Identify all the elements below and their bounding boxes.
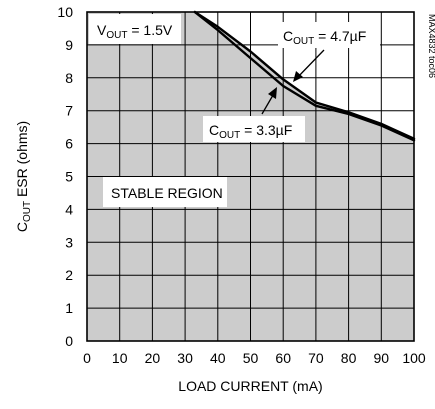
x-tick-label-2: 20 [145, 350, 161, 366]
y-axis-title-rest: ESR (ohms) [14, 121, 30, 201]
x-tick-label-9: 90 [374, 350, 390, 366]
y-tick-label-6: 6 [65, 136, 73, 152]
series-label-1-main: C [209, 122, 219, 138]
x-tick-label-6: 60 [275, 350, 291, 366]
y-tick-label-5: 5 [65, 169, 73, 185]
condition-label-rest: = 1.5V [127, 22, 172, 38]
y-tick-label-9: 9 [65, 37, 73, 53]
series-label-1-sub: OUT [219, 130, 240, 141]
x-tick-label-8: 80 [341, 350, 357, 366]
axis-titles: LOAD CURRENT (mA)COUT ESR (ohms) [14, 121, 323, 394]
series-layer [193, 10, 416, 142]
region-label: STABLE REGION [111, 185, 223, 201]
x-tick-label-3: 30 [177, 350, 193, 366]
x-axis-title: LOAD CURRENT (mA) [178, 378, 322, 394]
watermark: MAX4832 toc06 [427, 14, 435, 78]
x-tick-label-7: 70 [308, 350, 324, 366]
series-label-0-rest: = 4.7µF [314, 28, 366, 44]
y-tick-label-8: 8 [65, 70, 73, 86]
series-label-0-main: C [283, 28, 293, 44]
y-tick-label-3: 3 [65, 234, 73, 250]
condition-label: VOUT = 1.5V [97, 22, 173, 41]
condition-label-main: V [97, 22, 107, 38]
x-tick-label-5: 50 [243, 350, 259, 366]
y-tick-label-2: 2 [65, 267, 73, 283]
series-line-1 [193, 10, 416, 142]
series-arrowhead-0 [293, 71, 303, 82]
x-tick-label-1: 10 [112, 350, 128, 366]
x-tick-label-4: 40 [210, 350, 226, 366]
y-tick-label-0: 0 [65, 333, 73, 349]
series-label-1-rest: = 3.3µF [240, 122, 292, 138]
frame-layer [86, 11, 415, 342]
y-axis-title-group: COUT ESR (ohms) [14, 121, 33, 232]
series-label-1: COUT = 3.3µF [209, 122, 292, 141]
x-tick-label-10: 100 [402, 350, 426, 366]
y-tick-label-10: 10 [57, 4, 73, 20]
y-tick-label-7: 7 [65, 103, 73, 119]
y-tick-label-1: 1 [65, 300, 73, 316]
series-arrowhead-1 [268, 87, 277, 99]
series-label-0: COUT = 4.7µF [283, 28, 366, 47]
condition-box [89, 14, 181, 44]
condition-label-sub: OUT [106, 30, 127, 41]
ticks: 0 10 20 30 40 50 60 70 80 90 100 0 1 2 3 4 5 6 7 8 9 10 [57, 4, 425, 366]
series-label-0-sub: OUT [293, 36, 314, 47]
region-label-box [103, 177, 227, 207]
x-tick-label-0: 0 [83, 350, 91, 366]
y-axis-title-sub: OUT [22, 201, 33, 222]
series-label-box-0 [278, 22, 380, 48]
y-axis-title-main: C [14, 222, 30, 232]
plot-frame [86, 11, 415, 342]
y-axis-title: COUT ESR (ohms) [14, 121, 33, 232]
series-line-0 [193, 10, 416, 140]
series-label-box-1 [203, 116, 305, 142]
y-tick-label-4: 4 [65, 201, 73, 217]
